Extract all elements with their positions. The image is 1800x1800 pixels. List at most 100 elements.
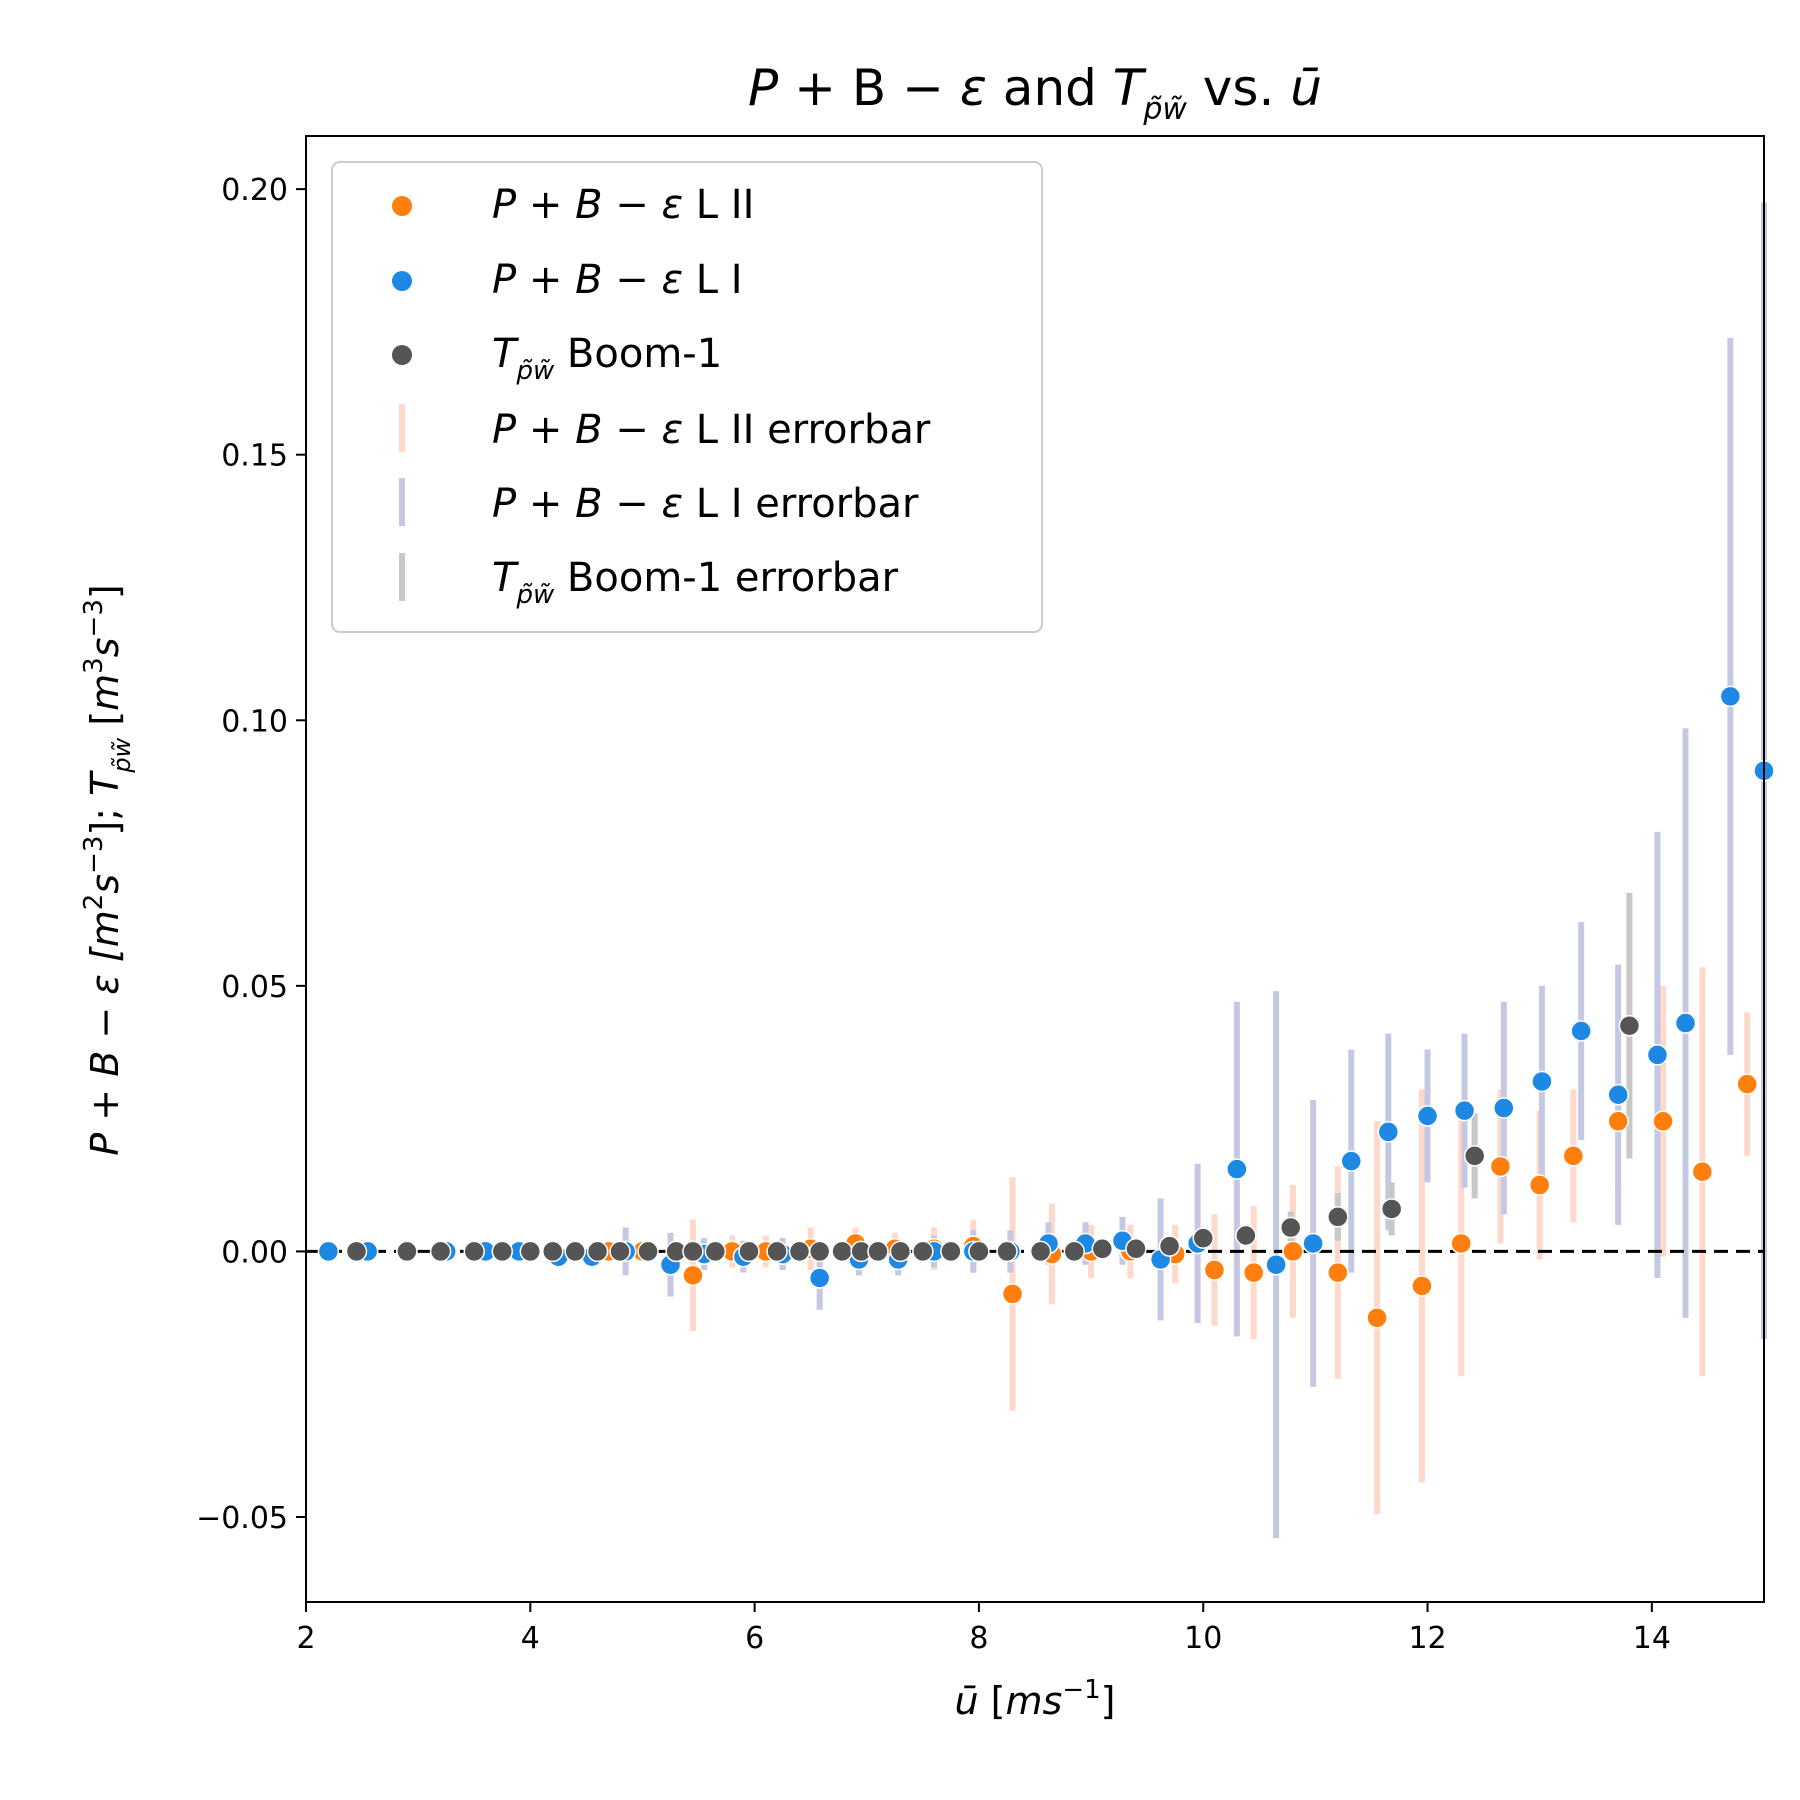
- tpw-point: [1279, 1216, 1302, 1239]
- tpw-point: [996, 1240, 1018, 1263]
- tpw-point: [1029, 1240, 1052, 1263]
- y-tick-label: 0.05: [221, 970, 288, 1005]
- pbe_l2-point: [1562, 1145, 1585, 1167]
- pbe_l2-point: [682, 1264, 704, 1287]
- chart-title: P + B − ε and Tp̃w̃ vs. ū: [748, 59, 1322, 127]
- pbe_l2-point: [1652, 1110, 1674, 1133]
- pbe_l1-point: [1531, 1070, 1553, 1093]
- tpw-point: [396, 1240, 418, 1263]
- tpw-point: [1063, 1240, 1086, 1263]
- pbe_l2-point: [1489, 1155, 1512, 1178]
- x-tick-label: 6: [745, 1621, 764, 1656]
- tpw-point: [463, 1240, 485, 1263]
- tpw-point: [766, 1240, 788, 1263]
- plot-frame: [305, 135, 1765, 1603]
- pbe_l2-point: [1450, 1232, 1472, 1255]
- tpw-point: [541, 1240, 564, 1263]
- x-axis-ticks: 2 4 6 8 10 12 14: [296, 1602, 1671, 1656]
- pbe_l2-point: [1282, 1240, 1304, 1263]
- pbe_l1-point: [1226, 1158, 1248, 1180]
- legend-box: [331, 161, 1043, 633]
- tpw-point: [704, 1240, 727, 1263]
- pbe_l1-point: [1570, 1020, 1592, 1042]
- tpw-point: [1125, 1238, 1147, 1260]
- legend-bar-pbe-l1-err: [399, 478, 405, 526]
- pbe_l1-point: [1340, 1150, 1363, 1172]
- pbe_l2-point: [1001, 1283, 1024, 1305]
- legend-label-tpw-err: Tp̃w̃ Boom-1 errorbar: [492, 555, 899, 610]
- legend-marker-tpw: [392, 345, 412, 365]
- tpw-point: [738, 1240, 760, 1263]
- x-tick-label: 4: [521, 1621, 540, 1656]
- chart-legend: P + B − ε L II P + B − ε L I Tp̃w̃ Boom-…: [331, 161, 1043, 633]
- pbe_l2-point: [1528, 1174, 1551, 1196]
- legend-bar-tpw-err: [399, 553, 405, 601]
- y-tick-label: −0.05: [196, 1501, 288, 1536]
- tpw-point: [968, 1240, 990, 1263]
- x-tick-label: 12: [1408, 1621, 1446, 1656]
- pbe_l1-point: [1646, 1044, 1669, 1066]
- x-tick-label: 2: [296, 1621, 315, 1656]
- tpw-point: [808, 1240, 831, 1263]
- y-tick-label: 0.10: [221, 704, 288, 739]
- legend-label-pbe-l2: P + B − ε L II: [492, 182, 754, 228]
- tpw-point: [1463, 1145, 1486, 1167]
- tpw-point: [889, 1240, 912, 1263]
- pbe_l1-point: [1607, 1083, 1629, 1106]
- x-tick-label: 8: [969, 1621, 988, 1656]
- pbe_l2-point: [1366, 1307, 1388, 1329]
- pbe_l1-point: [1493, 1097, 1515, 1119]
- tpw-point: [1192, 1227, 1214, 1249]
- tpw-point: [345, 1240, 368, 1263]
- legend-marker-pbe-l2: [392, 196, 412, 216]
- pbe_l2-point: [1691, 1161, 1714, 1183]
- tpw-point: [682, 1240, 704, 1263]
- tpw-point: [831, 1240, 853, 1263]
- pbe_l1-point: [1719, 685, 1742, 708]
- legend-label-tpw: Tp̃w̃ Boom-1: [492, 331, 722, 386]
- tpw-point: [1380, 1198, 1403, 1220]
- tpw-point: [564, 1240, 586, 1263]
- tpw-point: [788, 1240, 811, 1263]
- pbe_l1-point: [1302, 1232, 1324, 1255]
- tpw-point: [519, 1240, 542, 1263]
- pbe_l1-point: [1416, 1105, 1439, 1127]
- y-tick-label: 0.00: [221, 1235, 288, 1270]
- pbe_l2-point: [1203, 1259, 1226, 1281]
- tpw-point: [1158, 1235, 1181, 1257]
- legend-label-pbe-l1-err: P + B − ε L I errorbar: [492, 481, 919, 527]
- tpw-point: [491, 1240, 514, 1263]
- pbe_l2-point: [1607, 1110, 1629, 1133]
- tpw-point: [586, 1240, 609, 1263]
- x-tick-label: 14: [1633, 1621, 1671, 1656]
- tpw-point: [1327, 1206, 1349, 1228]
- legend-label-pbe-l2-err: P + B − ε L II errorbar: [492, 407, 931, 453]
- y-axis-ticks: −0.05 0.00 0.05 0.10 0.15 0.20: [196, 173, 306, 1536]
- tpw-point: [912, 1240, 934, 1263]
- pbe_l1-point: [808, 1267, 831, 1289]
- x-tick-label: 10: [1184, 1621, 1222, 1656]
- tpw-point: [429, 1240, 452, 1263]
- pbe_l1-point: [1674, 1012, 1697, 1034]
- pbe_l1-point: [1265, 1253, 1287, 1276]
- legend-bar-pbe-l2-err: [399, 404, 405, 452]
- tpw-point: [867, 1240, 889, 1263]
- pbe_l1-point: [1377, 1121, 1400, 1143]
- scatter-point-layer: [317, 685, 1775, 1329]
- tpw-point: [1235, 1224, 1257, 1247]
- y-tick-label: 0.15: [221, 439, 288, 474]
- pbe_l1-point: [1453, 1099, 1476, 1122]
- tpw-point: [1618, 1014, 1641, 1037]
- legend-marker-pbe-l1: [392, 271, 412, 291]
- x-axis-label: ū [ms−1]: [955, 1675, 1116, 1723]
- tpw-point: [637, 1240, 659, 1263]
- tpw-point: [1091, 1238, 1114, 1260]
- pbe_l2-point: [1411, 1275, 1433, 1297]
- tpw-point: [940, 1240, 962, 1263]
- tpw-point: [609, 1240, 631, 1263]
- pbe_l1-point: [317, 1240, 340, 1263]
- pbe_l2-point: [1736, 1073, 1758, 1095]
- y-axis-label: P + B − ε [m2s−3]; Tp̃w̃ [m3s−3]: [79, 584, 136, 1155]
- pbe_l2-point: [1242, 1261, 1265, 1284]
